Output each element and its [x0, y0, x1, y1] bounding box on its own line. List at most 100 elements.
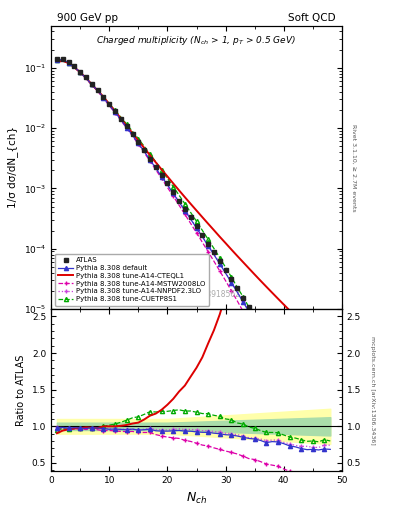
Pythia 8.308 tune-A14-CTEQL1	[246, 265, 251, 271]
Pythia 8.308 tune-A14-CTEQL1	[171, 180, 176, 186]
Pythia 8.308 tune-A14-MSTW2008LO	[95, 88, 100, 94]
Text: ATLAS_2010_S8918562: ATLAS_2010_S8918562	[152, 289, 241, 297]
Pythia 8.308 tune-A14-MSTW2008LO	[148, 158, 152, 164]
Pythia 8.308 default	[130, 132, 135, 138]
Pythia 8.308 tune-A14-NNPDF2.3LO	[305, 414, 309, 420]
Pythia 8.308 tune-A14-NNPDF2.3LO	[142, 148, 147, 154]
Pythia 8.308 tune-A14-NNPDF2.3LO	[148, 156, 152, 162]
ATLAS	[194, 223, 199, 229]
Pythia 8.308 tune-CUETP8S1	[107, 100, 112, 106]
Pythia 8.308 tune-A14-MSTW2008LO	[316, 463, 321, 469]
ATLAS	[165, 180, 170, 186]
Pythia 8.308 tune-A14-MSTW2008LO	[182, 211, 187, 218]
Line: Pythia 8.308 default: Pythia 8.308 default	[55, 58, 332, 469]
Pythia 8.308 default	[316, 440, 321, 446]
Pythia 8.308 tune-A14-NNPDF2.3LO	[66, 59, 71, 66]
ATLAS	[270, 344, 274, 350]
Pythia 8.308 tune-A14-MSTW2008LO	[287, 399, 292, 405]
Pythia 8.308 tune-CUETP8S1	[78, 69, 83, 75]
Pythia 8.308 tune-CUETP8S1	[177, 192, 182, 198]
Pythia 8.308 default	[148, 157, 152, 163]
Pythia 8.308 tune-A14-MSTW2008LO	[61, 57, 65, 63]
Pythia 8.308 tune-A14-CTEQL1	[270, 290, 274, 296]
Pythia 8.308 default	[246, 308, 251, 314]
Pythia 8.308 tune-CUETP8S1	[200, 227, 205, 233]
Pythia 8.308 tune-A14-MSTW2008LO	[270, 363, 274, 369]
Pythia 8.308 tune-A14-NNPDF2.3LO	[113, 109, 118, 115]
Pythia 8.308 default	[310, 428, 315, 434]
Pythia 8.308 tune-A14-MSTW2008LO	[84, 76, 88, 82]
Pythia 8.308 tune-A14-MSTW2008LO	[153, 167, 158, 173]
Pythia 8.308 tune-CUETP8S1	[241, 294, 245, 300]
ATLAS	[258, 323, 263, 329]
Text: Soft QCD: Soft QCD	[288, 13, 336, 23]
ATLAS	[113, 108, 118, 114]
Pythia 8.308 tune-CUETP8S1	[328, 460, 332, 466]
Pythia 8.308 tune-A14-NNPDF2.3LO	[246, 308, 251, 314]
Pythia 8.308 default	[235, 289, 240, 295]
Pythia 8.308 tune-A14-CTEQL1	[124, 123, 129, 129]
Pythia 8.308 tune-A14-NNPDF2.3LO	[223, 269, 228, 275]
Pythia 8.308 tune-A14-MSTW2008LO	[322, 476, 327, 482]
Pythia 8.308 tune-A14-MSTW2008LO	[55, 57, 59, 63]
Pythia 8.308 default	[252, 318, 257, 325]
Pythia 8.308 tune-A14-CTEQL1	[252, 271, 257, 278]
Line: Pythia 8.308 tune-A14-MSTW2008LO: Pythia 8.308 tune-A14-MSTW2008LO	[55, 58, 332, 495]
Pythia 8.308 tune-A14-MSTW2008LO	[78, 70, 83, 76]
Pythia 8.308 default	[217, 261, 222, 267]
Pythia 8.308 tune-A14-CTEQL1	[200, 214, 205, 220]
Pythia 8.308 default	[142, 148, 147, 155]
Pythia 8.308 default	[72, 64, 77, 70]
ATLAS	[159, 172, 164, 178]
Pythia 8.308 default	[55, 57, 59, 63]
Pythia 8.308 default	[200, 233, 205, 240]
Y-axis label: Ratio to ATLAS: Ratio to ATLAS	[16, 354, 26, 426]
Pythia 8.308 tune-A14-MSTW2008LO	[107, 102, 112, 109]
Pythia 8.308 tune-CUETP8S1	[194, 218, 199, 224]
Pythia 8.308 default	[264, 339, 269, 346]
Pythia 8.308 default	[136, 140, 141, 146]
Pythia 8.308 default	[78, 69, 83, 75]
Pythia 8.308 tune-A14-NNPDF2.3LO	[78, 69, 83, 75]
Y-axis label: 1/σ dσ/dN_{ch}: 1/σ dσ/dN_{ch}	[7, 126, 18, 208]
Pythia 8.308 tune-A14-NNPDF2.3LO	[229, 279, 234, 285]
ATLAS	[223, 267, 228, 273]
Pythia 8.308 tune-CUETP8S1	[165, 175, 170, 181]
Pythia 8.308 tune-CUETP8S1	[84, 75, 88, 81]
Pythia 8.308 tune-A14-CTEQL1	[328, 348, 332, 354]
Line: Pythia 8.308 tune-A14-NNPDF2.3LO: Pythia 8.308 tune-A14-NNPDF2.3LO	[55, 58, 332, 467]
Pythia 8.308 tune-CUETP8S1	[229, 274, 234, 280]
Pythia 8.308 default	[229, 280, 234, 286]
Pythia 8.308 tune-A14-CTEQL1	[305, 325, 309, 331]
ATLAS	[299, 395, 303, 401]
Pythia 8.308 tune-A14-NNPDF2.3LO	[177, 198, 182, 204]
Pythia 8.308 tune-A14-CTEQL1	[223, 240, 228, 246]
Pythia 8.308 tune-A14-NNPDF2.3LO	[293, 392, 298, 398]
Pythia 8.308 tune-CUETP8S1	[148, 151, 152, 157]
Pythia 8.308 tune-A14-NNPDF2.3LO	[153, 165, 158, 171]
Pythia 8.308 tune-A14-NNPDF2.3LO	[136, 140, 141, 146]
Pythia 8.308 tune-A14-NNPDF2.3LO	[299, 403, 303, 410]
ATLAS	[66, 59, 71, 65]
Pythia 8.308 tune-CUETP8S1	[95, 88, 100, 94]
Pythia 8.308 tune-A14-CTEQL1	[316, 337, 321, 343]
Pythia 8.308 tune-A14-CTEQL1	[206, 221, 211, 227]
ATLAS	[148, 156, 152, 162]
Pythia 8.308 tune-CUETP8S1	[316, 436, 321, 442]
Text: Charged multiplicity ($N_{ch}$ > 1, $p_T$ > 0.5 GeV): Charged multiplicity ($N_{ch}$ > 1, $p_T…	[96, 34, 297, 47]
Text: 900 GeV pp: 900 GeV pp	[57, 13, 118, 23]
Pythia 8.308 tune-A14-CTEQL1	[95, 88, 100, 94]
Pythia 8.308 tune-A14-CTEQL1	[241, 259, 245, 265]
Pythia 8.308 tune-A14-CTEQL1	[299, 319, 303, 325]
Pythia 8.308 tune-A14-CTEQL1	[258, 278, 263, 284]
Pythia 8.308 tune-A14-MSTW2008LO	[235, 298, 240, 304]
ATLAS	[136, 139, 141, 145]
Pythia 8.308 tune-A14-NNPDF2.3LO	[206, 242, 211, 248]
Line: Pythia 8.308 tune-A14-CTEQL1: Pythia 8.308 tune-A14-CTEQL1	[57, 61, 330, 351]
Pythia 8.308 tune-A14-CTEQL1	[159, 166, 164, 173]
ATLAS	[252, 313, 257, 319]
Pythia 8.308 tune-A14-NNPDF2.3LO	[211, 251, 216, 257]
Pythia 8.308 tune-A14-MSTW2008LO	[119, 117, 123, 123]
Pythia 8.308 tune-A14-MSTW2008LO	[217, 268, 222, 274]
Pythia 8.308 tune-A14-CTEQL1	[136, 138, 141, 144]
